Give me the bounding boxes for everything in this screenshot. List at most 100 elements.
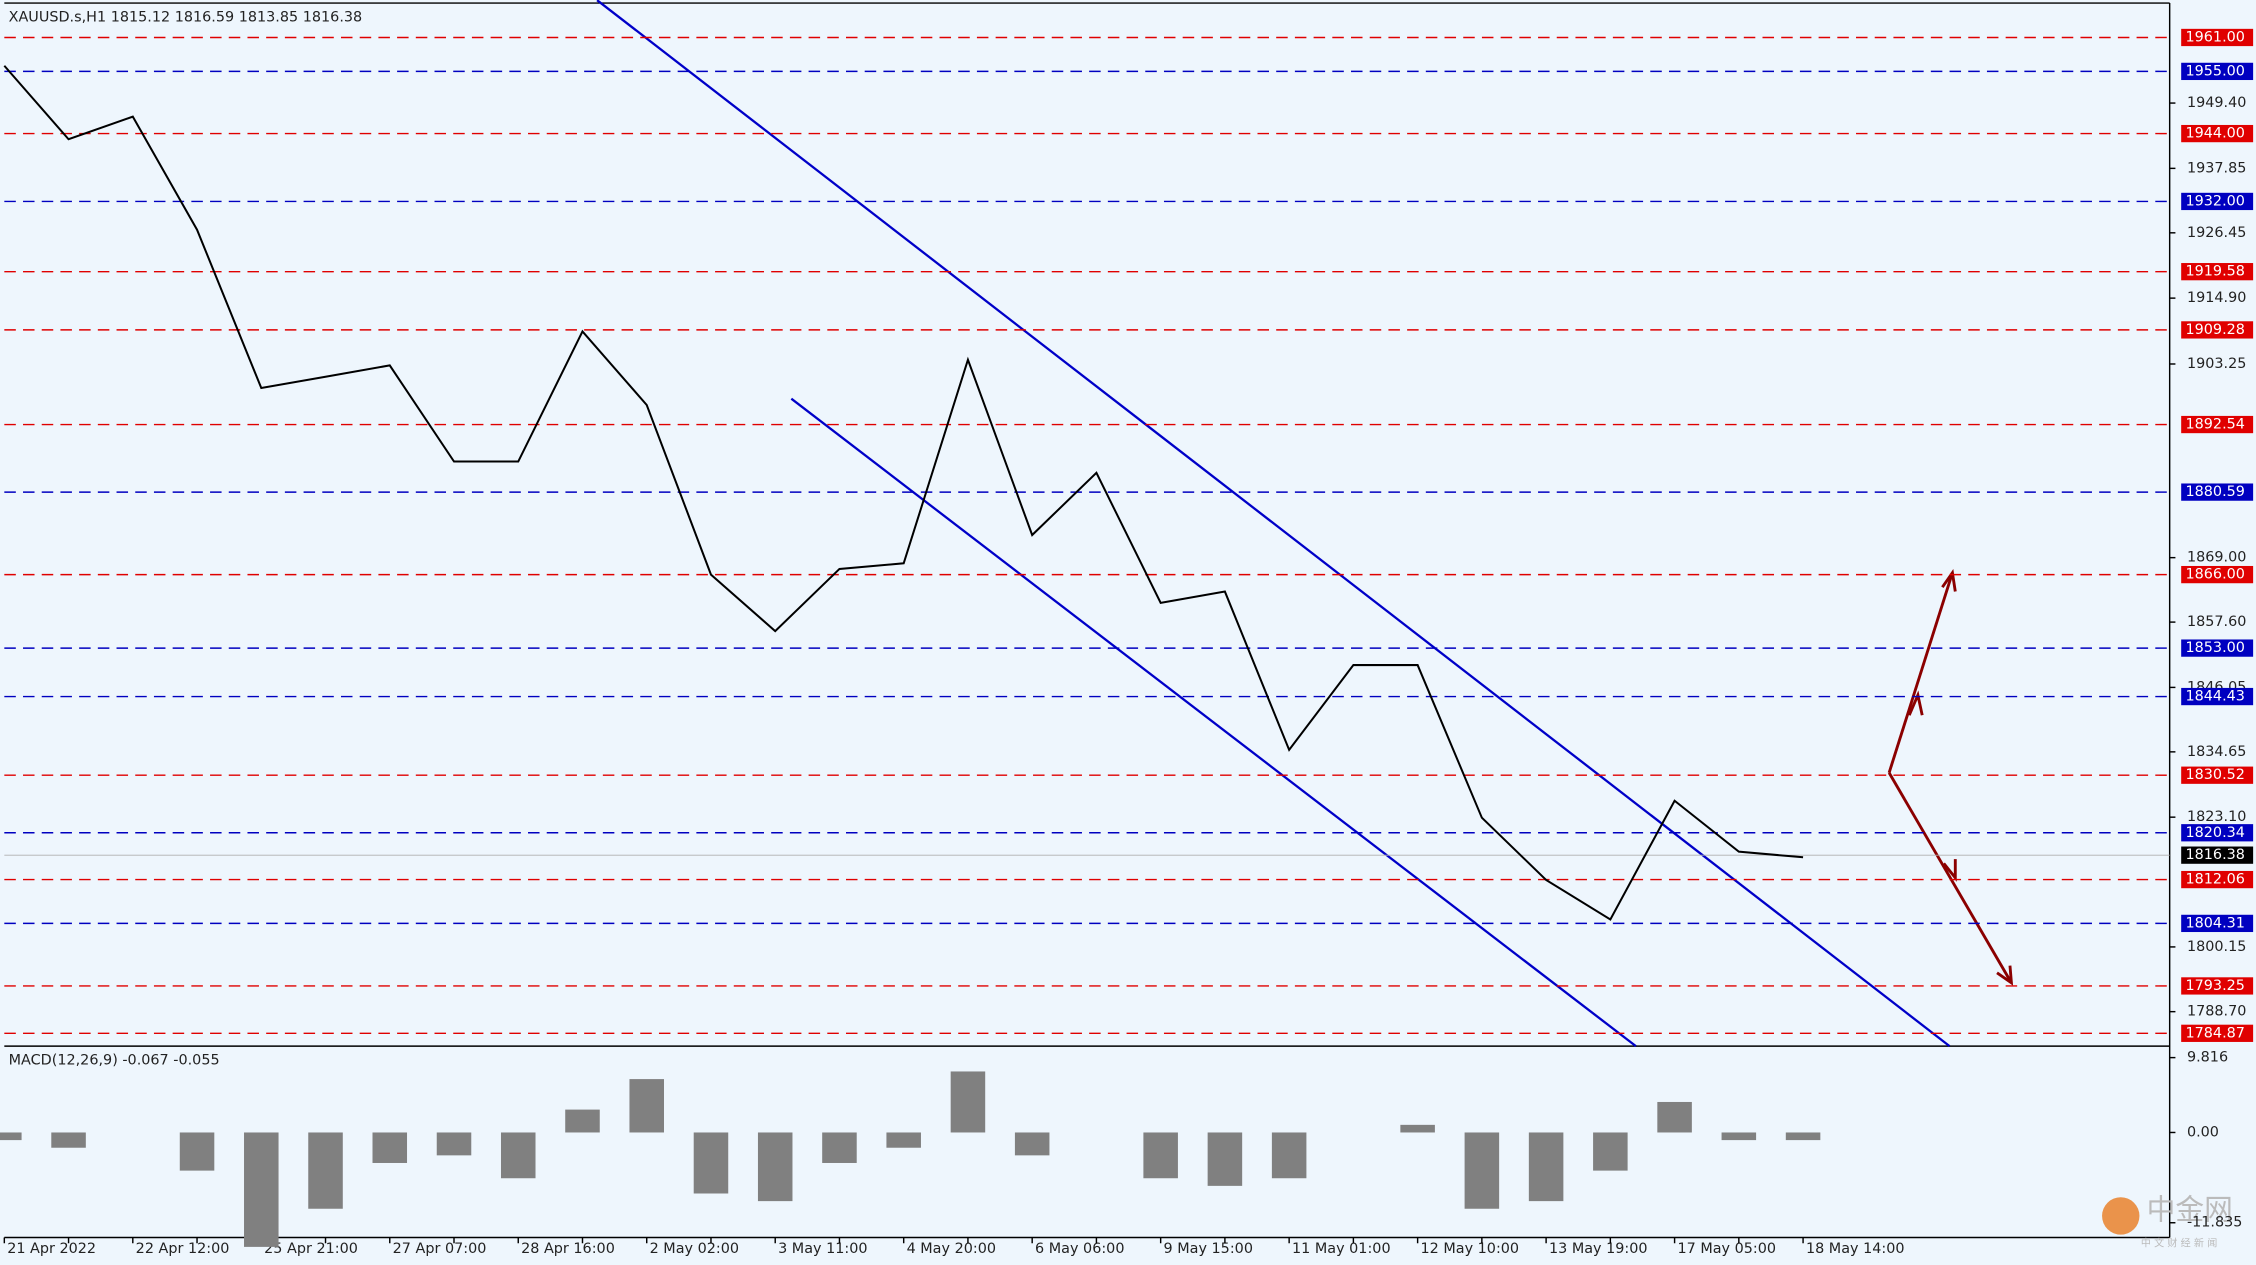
watermark-logo bbox=[2102, 1197, 2140, 1235]
level-tag bbox=[2181, 639, 2254, 657]
macd-bar bbox=[1785, 1132, 1821, 1141]
macd-bar bbox=[1657, 1101, 1692, 1133]
x-tick-label: 12 May 10:00 bbox=[1421, 1241, 1520, 1257]
watermark: 中金网 bbox=[2147, 1193, 2233, 1227]
macd-bar bbox=[500, 1132, 536, 1179]
macd-bar bbox=[1143, 1132, 1178, 1179]
level-tag bbox=[2181, 1024, 2254, 1042]
level-label: 1784.87 bbox=[2186, 1025, 2245, 1041]
macd-bar bbox=[1400, 1124, 1435, 1133]
macd-bar bbox=[1464, 1132, 1500, 1209]
x-tick-label: 13 May 19:00 bbox=[1549, 1241, 1648, 1257]
arrow-head bbox=[1942, 859, 1957, 882]
x-tick-label: 6 May 06:00 bbox=[1035, 1241, 1124, 1257]
level-tag bbox=[2181, 565, 2254, 584]
level-tag bbox=[2181, 824, 2254, 842]
level-tag bbox=[2181, 415, 2254, 434]
macd-bar bbox=[1721, 1132, 1757, 1141]
level-tag bbox=[2181, 766, 2254, 784]
y2-tick-label: 0.00 bbox=[2187, 1124, 2219, 1140]
x-tick-label: 22 Apr 12:00 bbox=[136, 1241, 230, 1257]
x-tick-label: 11 May 01:00 bbox=[1292, 1241, 1391, 1257]
y-tick-label: 1949.40 bbox=[2187, 95, 2246, 111]
y-tick-label: 1937.85 bbox=[2187, 160, 2246, 176]
current-price-tag bbox=[2181, 846, 2254, 864]
y2-tick-label: -11.835 bbox=[2187, 1215, 2243, 1231]
macd-bar bbox=[757, 1132, 793, 1202]
channel-line bbox=[790, 397, 1637, 1048]
channel-line bbox=[596, 0, 1951, 1048]
macd-bar bbox=[565, 1109, 600, 1133]
y-tick-label: 1869.00 bbox=[2187, 550, 2246, 566]
x-tick-label: 28 Apr 16:00 bbox=[521, 1241, 615, 1257]
level-label: 1944.00 bbox=[2186, 126, 2245, 142]
level-tag bbox=[2181, 870, 2254, 889]
level-label: 1804.31 bbox=[2186, 915, 2245, 931]
x-tick-label: 2 May 02:00 bbox=[650, 1241, 739, 1257]
level-tag bbox=[2181, 483, 2254, 501]
y-tick-label: 1823.10 bbox=[2187, 809, 2246, 825]
level-tag bbox=[2181, 914, 2254, 933]
macd-bar bbox=[51, 1132, 86, 1148]
level-tag bbox=[2181, 28, 2254, 47]
level-tag bbox=[2181, 687, 2254, 706]
level-label: 1880.59 bbox=[2186, 484, 2245, 500]
arrow-down bbox=[1887, 772, 2013, 984]
macd-bar bbox=[436, 1132, 472, 1156]
x-tick-label: 25 Apr 21:00 bbox=[264, 1241, 358, 1257]
level-label: 1844.43 bbox=[2186, 689, 2245, 705]
macd-bar bbox=[372, 1132, 408, 1163]
level-label: 1866.00 bbox=[2186, 567, 2245, 583]
level-tag bbox=[2181, 124, 2254, 143]
current-price-label: 1816.38 bbox=[2186, 847, 2245, 863]
level-label: 1793.25 bbox=[2186, 978, 2245, 994]
level-tag bbox=[2181, 192, 2254, 211]
x-tick-label: 4 May 20:00 bbox=[907, 1241, 996, 1257]
macd-bar bbox=[629, 1079, 664, 1133]
y-tick-label: 1903.25 bbox=[2187, 356, 2246, 372]
macd-bar bbox=[822, 1132, 857, 1163]
level-label: 1955.00 bbox=[2186, 63, 2245, 79]
x-tick-label: 18 May 14:00 bbox=[1806, 1241, 1905, 1257]
arrow-head bbox=[1941, 569, 1957, 592]
macd-bar bbox=[244, 1132, 279, 1247]
level-label: 1909.28 bbox=[2186, 322, 2245, 338]
chart-title: XAUUSD.s,H1 1815.12 1816.59 1813.85 1816… bbox=[9, 9, 363, 25]
level-label: 1961.00 bbox=[2186, 29, 2245, 45]
level-tag bbox=[2181, 62, 2254, 81]
x-tick-label: 9 May 15:00 bbox=[1164, 1241, 1253, 1257]
macd-bar bbox=[1271, 1132, 1307, 1179]
macd-bar bbox=[1207, 1132, 1243, 1186]
level-label: 1830.52 bbox=[2186, 767, 2245, 783]
x-tick-label: 3 May 11:00 bbox=[778, 1241, 867, 1257]
macd-bar bbox=[886, 1132, 921, 1148]
y2-tick-label: 9.816 bbox=[2187, 1050, 2228, 1066]
y-tick-label: 1834.65 bbox=[2187, 744, 2246, 760]
macd-bar bbox=[0, 1132, 22, 1141]
level-tag bbox=[2181, 263, 2254, 281]
y-tick-label: 1926.45 bbox=[2187, 225, 2246, 241]
macd-bar bbox=[179, 1132, 215, 1171]
macd-bar bbox=[693, 1132, 729, 1194]
macd-label: MACD(12,26,9) -0.067 -0.055 bbox=[9, 1053, 220, 1069]
level-label: 1932.00 bbox=[2186, 193, 2245, 209]
arrow-up bbox=[1887, 572, 1954, 774]
x-tick-label: 27 Apr 07:00 bbox=[393, 1241, 487, 1257]
watermark-sub: 中 文 财 经 新 闻 bbox=[2141, 1236, 2217, 1249]
level-tag bbox=[2181, 321, 2254, 339]
macd-bar bbox=[950, 1071, 986, 1133]
level-label: 1919.58 bbox=[2186, 264, 2245, 280]
arrow-head bbox=[1907, 690, 1924, 716]
level-label: 1892.54 bbox=[2186, 417, 2245, 433]
macd-bar bbox=[308, 1132, 343, 1209]
price-line bbox=[3, 65, 1804, 921]
level-label: 1853.00 bbox=[2186, 640, 2245, 656]
forecast-arrows bbox=[1887, 569, 2014, 986]
macd-bar bbox=[1014, 1132, 1050, 1156]
level-tag bbox=[2181, 977, 2254, 995]
macd-bar bbox=[1528, 1132, 1564, 1202]
y-tick-label: 1788.70 bbox=[2187, 1004, 2246, 1020]
